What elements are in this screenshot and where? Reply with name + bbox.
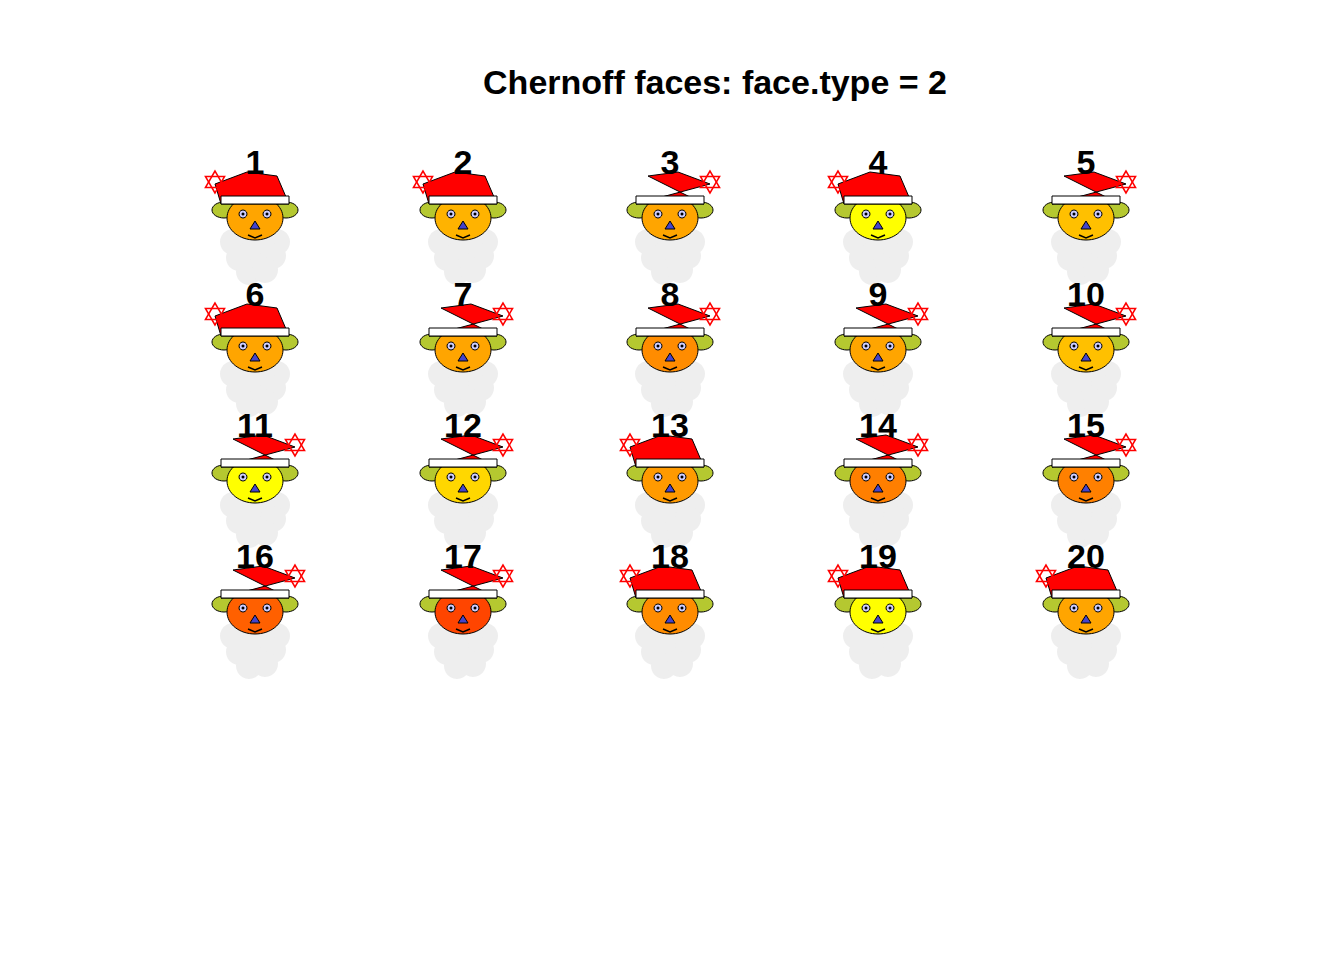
svg-text:15: 15 [1067,406,1105,444]
svg-text:19: 19 [859,537,897,575]
svg-text:5: 5 [1077,143,1096,181]
svg-text:11: 11 [237,406,273,444]
svg-text:18: 18 [651,537,689,575]
svg-text:6: 6 [246,275,265,313]
svg-text:20: 20 [1067,537,1105,575]
svg-text:12: 12 [444,406,482,444]
svg-text:1: 1 [246,143,265,181]
svg-text:16: 16 [236,537,274,575]
svg-text:Chernoff faces: face.type = 2: Chernoff faces: face.type = 2 [483,63,947,101]
svg-text:10: 10 [1067,275,1105,313]
svg-text:17: 17 [444,537,482,575]
svg-text:7: 7 [454,275,473,313]
svg-text:2: 2 [454,143,473,181]
svg-text:8: 8 [661,275,680,313]
svg-text:14: 14 [859,406,897,444]
svg-text:13: 13 [651,406,689,444]
svg-text:3: 3 [661,143,680,181]
svg-text:4: 4 [869,143,888,181]
svg-text:9: 9 [869,275,888,313]
